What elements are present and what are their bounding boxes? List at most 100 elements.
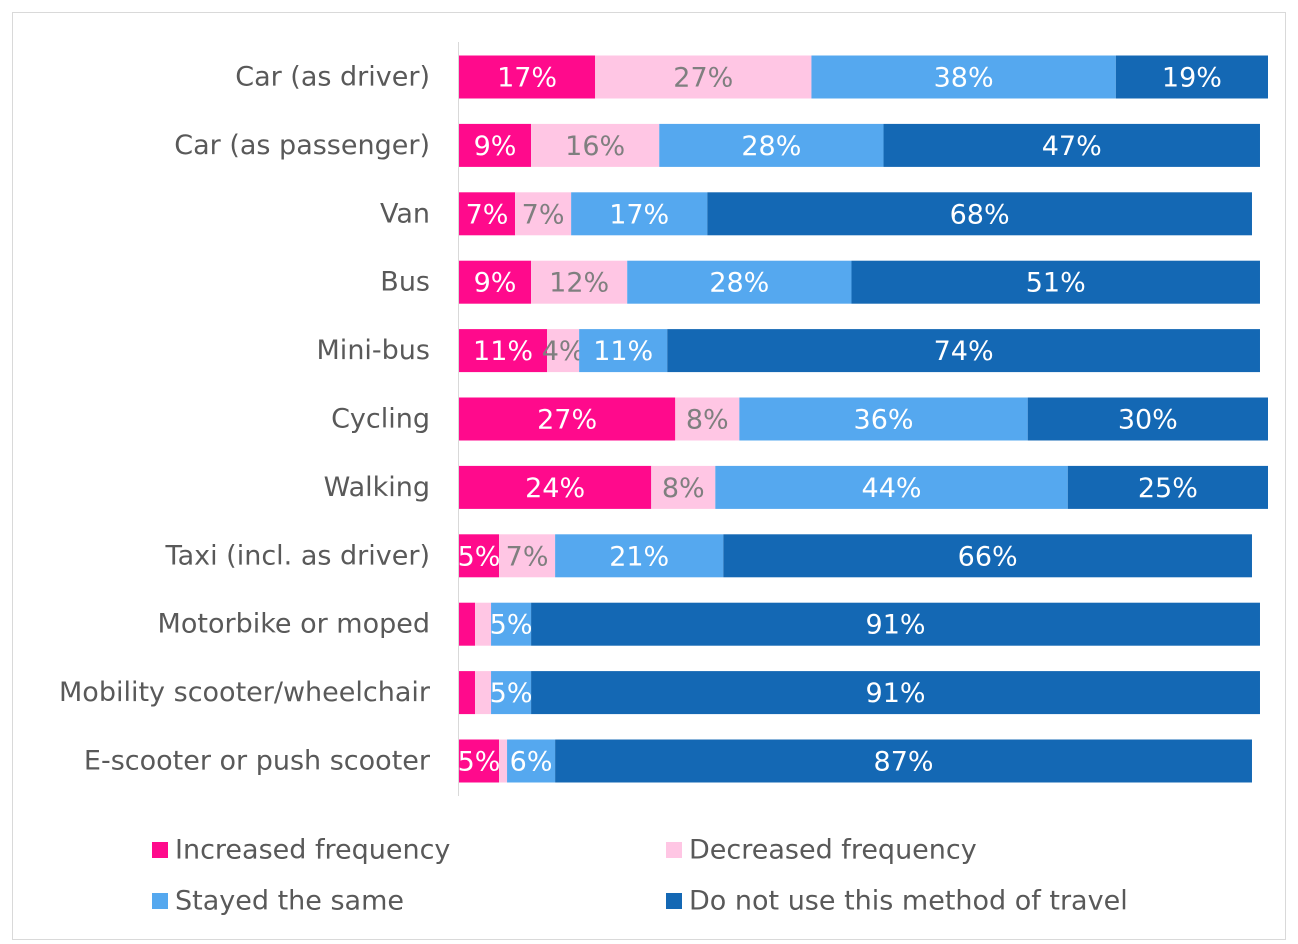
bar-segment	[459, 739, 500, 783]
bar-segment	[459, 465, 652, 509]
bar-segment	[459, 55, 596, 99]
bar-segment	[851, 260, 1260, 304]
category-label: E-scooter or push scooter	[84, 746, 431, 777]
data-label: 28%	[709, 268, 769, 299]
bar-segment	[531, 123, 660, 167]
bar-segment	[555, 739, 1252, 783]
category-label: Walking	[324, 472, 430, 503]
bar-segment	[459, 192, 516, 236]
data-label: 27%	[673, 63, 733, 94]
bar-segment	[811, 55, 1116, 99]
bar-segment	[475, 671, 492, 715]
category-label: Van	[380, 198, 430, 229]
data-label: 28%	[741, 131, 801, 162]
data-label: 66%	[958, 541, 1018, 572]
bar-segment	[595, 55, 812, 99]
data-label: 17%	[497, 63, 557, 94]
bar-segment	[1027, 397, 1268, 441]
category-label: Car (as driver)	[235, 62, 430, 93]
category-label: Mobility scooter/wheelchair	[59, 677, 431, 708]
bar-segment	[499, 739, 508, 783]
data-label: 74%	[934, 336, 994, 367]
bar-segment	[491, 602, 532, 646]
data-label: 8%	[662, 473, 705, 504]
category-label: Mini-bus	[317, 335, 430, 366]
bar-segment	[571, 192, 708, 236]
data-label: 68%	[950, 199, 1010, 230]
data-label: 11%	[593, 336, 653, 367]
bar-segment	[459, 534, 500, 578]
bar-segment	[627, 260, 852, 304]
bar-segment	[459, 671, 476, 715]
data-label: 25%	[1138, 473, 1198, 504]
category-label: Taxi (incl. as driver)	[165, 540, 430, 571]
category-label: Motorbike or moped	[158, 609, 430, 640]
bar-segment	[555, 534, 724, 578]
bar-segment	[499, 534, 556, 578]
data-label: 9%	[474, 131, 517, 162]
data-label: 8%	[686, 405, 729, 436]
legend-swatch	[666, 842, 682, 858]
bar-segment	[459, 397, 676, 441]
bar-segment	[667, 329, 1260, 373]
bar-segment	[459, 329, 548, 373]
data-label: 91%	[866, 610, 926, 641]
bar-segment	[507, 739, 556, 783]
data-label: 38%	[934, 63, 994, 94]
data-label: 51%	[1026, 268, 1086, 299]
data-label: 87%	[874, 747, 934, 778]
legend-label: Stayed the same	[175, 886, 404, 917]
data-label: 11%	[473, 336, 533, 367]
legend-swatch	[152, 842, 168, 858]
category-label: Cycling	[331, 404, 430, 435]
category-label: Bus	[380, 267, 430, 298]
bar-segment	[651, 465, 716, 509]
bar-segment	[675, 397, 740, 441]
data-label: 5%	[490, 678, 533, 709]
bar-segment	[707, 192, 1252, 236]
data-label: 7%	[466, 199, 509, 230]
bar-segment	[531, 260, 628, 304]
bar-segment	[531, 671, 1260, 715]
data-label: 17%	[609, 199, 669, 230]
legend-swatch	[152, 893, 168, 909]
bar-segment	[459, 123, 532, 167]
bar-segment	[883, 123, 1260, 167]
legend-swatch	[666, 893, 682, 909]
data-label: 9%	[474, 268, 517, 299]
bar-segment	[723, 534, 1252, 578]
bar-segment	[459, 602, 476, 646]
bar-segment	[739, 397, 1028, 441]
bar-segment	[491, 671, 532, 715]
bar-segment	[475, 602, 492, 646]
bar-segment	[659, 123, 884, 167]
data-label: 44%	[862, 473, 922, 504]
data-label: 6%	[510, 747, 553, 778]
legend-label: Increased frequency	[175, 835, 450, 866]
legend-label: Do not use this method of travel	[689, 886, 1128, 917]
data-label: 7%	[522, 199, 565, 230]
data-label: 16%	[565, 131, 625, 162]
data-label: 30%	[1118, 405, 1178, 436]
data-label: 21%	[609, 541, 669, 572]
data-label: 27%	[537, 405, 597, 436]
data-label: 47%	[1042, 131, 1102, 162]
legend-label: Decreased frequency	[689, 835, 977, 866]
data-label: 5%	[458, 747, 501, 778]
data-label: 36%	[854, 405, 914, 436]
data-label: 7%	[506, 541, 549, 572]
data-label: 5%	[458, 541, 501, 572]
bar-segment	[1067, 465, 1268, 509]
bar-segment	[459, 260, 532, 304]
bar-segment	[715, 465, 1068, 509]
bar-segment	[1115, 55, 1268, 99]
category-label: Car (as passenger)	[174, 130, 430, 161]
bar-segment	[515, 192, 572, 236]
data-label: 91%	[866, 678, 926, 709]
data-label: 24%	[525, 473, 585, 504]
bar-segment	[531, 602, 1260, 646]
data-label: 4%	[542, 336, 585, 367]
bar-segment	[579, 329, 668, 373]
data-label: 5%	[490, 610, 533, 641]
